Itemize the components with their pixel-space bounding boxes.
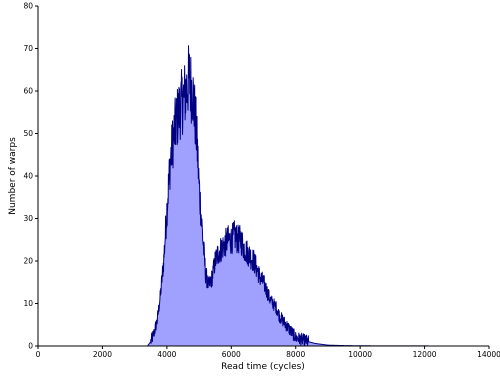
x-tick-label: 2000 [93, 350, 112, 359]
y-tick-label: 30 [23, 214, 33, 223]
x-tick-label: 8000 [286, 350, 305, 359]
y-axis-label: Number of warps [8, 137, 18, 215]
x-tick-label: 10000 [348, 350, 372, 359]
y-tick-label: 50 [23, 129, 33, 138]
x-tick-label: 4000 [157, 350, 176, 359]
y-tick-label: 10 [23, 299, 33, 308]
y-tick-label: 80 [23, 2, 33, 11]
x-tick-label: 6000 [222, 350, 241, 359]
x-tick-label: 12000 [413, 350, 437, 359]
axes: 0 2000 4000 6000 8000 10000 12000 14000 0 10 20 30 4… [23, 2, 500, 360]
x-tick-label: 14000 [477, 350, 500, 359]
y-tick-label: 20 [23, 257, 33, 266]
y-tick-label: 60 [23, 87, 33, 96]
y-tick-label: 40 [23, 172, 33, 181]
x-axis-label: Read time (cycles) [221, 362, 305, 372]
series-0-area [147, 45, 441, 347]
y-tick-label: 70 [23, 44, 33, 53]
plot-area [147, 45, 441, 347]
y-tick-label: 0 [28, 342, 33, 351]
x-tick-label: 0 [36, 350, 41, 359]
